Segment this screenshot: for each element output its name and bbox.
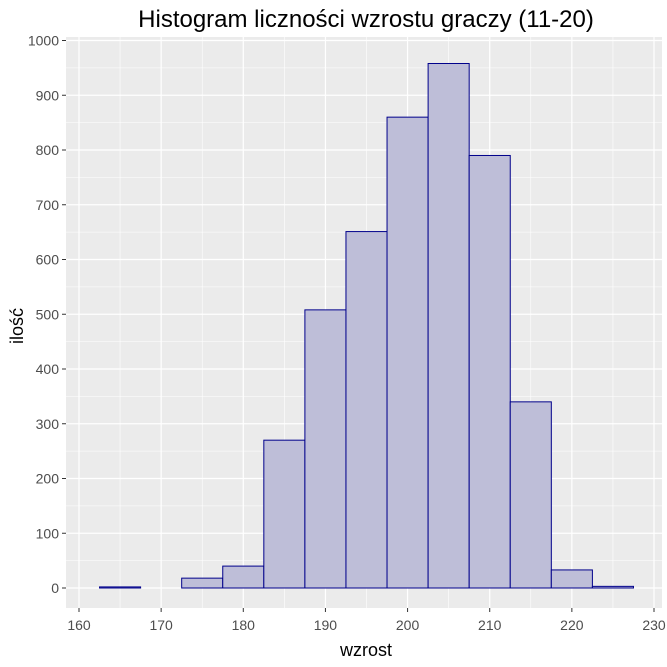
x-tick-label: 210	[478, 617, 502, 633]
x-tick-label: 180	[232, 617, 256, 633]
histogram-bar	[591, 585, 634, 589]
x-tick-label: 230	[642, 617, 666, 633]
histogram-bar	[386, 116, 429, 589]
x-tick-label: 220	[560, 617, 584, 633]
histogram-bar	[427, 62, 470, 589]
x-tick-label: 170	[149, 617, 173, 633]
histogram-bar	[345, 231, 388, 589]
histogram-bar	[99, 586, 142, 589]
y-tick-label: 700	[36, 197, 60, 213]
x-axis-ticks: 160 170 180 190 200 210 220 230	[67, 608, 666, 633]
y-axis-ticks: 0 100 200 300 400 500 600 700 800 900 1000	[28, 33, 66, 596]
y-tick-label: 0	[51, 580, 59, 596]
x-tick-label: 160	[67, 617, 91, 633]
histogram-bar	[263, 439, 306, 589]
y-axis-label: ilość	[7, 308, 27, 344]
histogram-bar	[468, 154, 511, 589]
y-tick-label: 300	[36, 416, 60, 432]
y-tick-label: 400	[36, 361, 60, 377]
x-axis-label: wzrost	[339, 640, 392, 660]
y-tick-label: 1000	[28, 33, 59, 49]
histogram-bar	[181, 577, 224, 589]
chart-title: Histogram liczności wzrostu graczy (11-2…	[138, 6, 594, 33]
y-tick-label: 500	[36, 306, 60, 322]
y-tick-label: 100	[36, 525, 60, 541]
histogram-bar	[550, 569, 593, 589]
y-tick-label: 900	[36, 87, 60, 103]
y-tick-label: 200	[36, 471, 60, 487]
bars	[99, 62, 634, 589]
y-tick-label: 800	[36, 142, 60, 158]
histogram-bar	[304, 309, 347, 589]
x-tick-label: 190	[314, 617, 338, 633]
y-tick-label: 600	[36, 252, 60, 268]
histogram-bar	[222, 565, 265, 589]
x-tick-label: 200	[396, 617, 420, 633]
histogram-bar	[509, 401, 552, 589]
